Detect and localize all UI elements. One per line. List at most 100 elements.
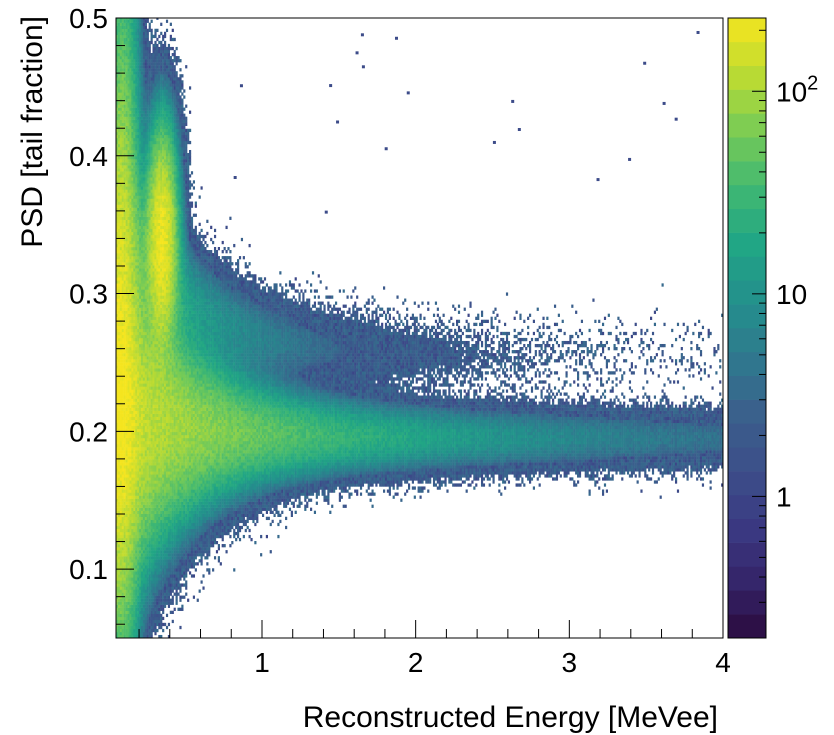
heatmap-cell <box>151 526 153 529</box>
heatmap-cell <box>156 241 158 244</box>
heatmap-cell <box>131 150 133 153</box>
heatmap-cell <box>137 259 139 262</box>
heatmap-cell <box>139 465 141 468</box>
heatmap-cell <box>156 496 158 499</box>
heatmap-cell <box>124 20 126 23</box>
heatmap-cell <box>126 59 128 62</box>
heatmap-cell <box>154 399 156 402</box>
heatmap-cell <box>137 541 139 544</box>
heatmap-cell <box>156 438 158 441</box>
heatmap-cell <box>135 171 137 174</box>
heatmap-cell <box>160 468 162 471</box>
heatmap-cell <box>129 586 131 589</box>
heatmap-cell <box>126 341 128 344</box>
heatmap-cell <box>153 417 155 420</box>
heatmap-cell <box>158 338 160 341</box>
heatmap-cell <box>135 350 137 353</box>
heatmap-cell <box>156 244 158 247</box>
heatmap-cell <box>156 580 158 583</box>
heatmap-cell <box>135 180 137 183</box>
heatmap-cell <box>158 305 160 308</box>
heatmap-cell <box>162 438 164 441</box>
heatmap-cell <box>143 402 145 405</box>
heatmap-cell <box>139 111 141 114</box>
heatmap-cell <box>153 314 155 317</box>
heatmap-cell <box>153 138 155 141</box>
heatmap-cell <box>118 292 120 295</box>
heatmap-cell <box>120 562 122 565</box>
heatmap-cell <box>141 447 143 450</box>
heatmap-cell <box>133 132 135 135</box>
heatmap-cell <box>126 26 128 29</box>
heatmap-cell <box>145 335 147 338</box>
heatmap-cell <box>126 329 128 332</box>
heatmap-cell <box>154 344 156 347</box>
heatmap-cell <box>153 180 155 183</box>
heatmap-cell <box>137 311 139 314</box>
heatmap-cell <box>143 299 145 302</box>
heatmap-cell <box>156 105 158 108</box>
heatmap-cell <box>120 302 122 305</box>
heatmap-cell <box>124 235 126 238</box>
heatmap-cell <box>147 414 149 417</box>
heatmap-cell <box>129 235 131 238</box>
heatmap-cell <box>143 450 145 453</box>
heatmap-cell <box>162 244 164 247</box>
heatmap-cell <box>129 590 131 593</box>
heatmap-cell <box>128 123 130 126</box>
heatmap-cell <box>141 477 143 480</box>
heatmap-cell <box>137 456 139 459</box>
heatmap-cell <box>139 389 141 392</box>
heatmap-cell <box>160 483 162 486</box>
heatmap-cell <box>135 80 137 83</box>
heatmap-cell <box>128 20 130 23</box>
heatmap-cell <box>133 553 135 556</box>
heatmap-cell <box>139 147 141 150</box>
heatmap-cell <box>118 135 120 138</box>
heatmap-cell <box>143 53 145 56</box>
heatmap-cell <box>156 444 158 447</box>
heatmap-cell <box>147 532 149 535</box>
heatmap-cell <box>154 586 156 589</box>
heatmap-cell <box>147 132 149 135</box>
heatmap-cell <box>133 50 135 53</box>
heatmap-cell <box>128 129 130 132</box>
heatmap-cell <box>141 238 143 241</box>
heatmap-cell <box>124 405 126 408</box>
heatmap-cell <box>126 289 128 292</box>
heatmap-cell <box>147 235 149 238</box>
heatmap-cell <box>149 68 151 71</box>
heatmap-cell <box>126 283 128 286</box>
heatmap-cell <box>151 417 153 420</box>
heatmap-cell <box>137 299 139 302</box>
heatmap-cell <box>131 62 133 65</box>
heatmap-cell <box>129 456 131 459</box>
heatmap-cell <box>128 111 130 114</box>
heatmap-cell <box>151 432 153 435</box>
heatmap-cell <box>145 144 147 147</box>
heatmap-cell <box>120 189 122 192</box>
heatmap-cell <box>133 617 135 620</box>
heatmap-cell <box>135 120 137 123</box>
heatmap-cell <box>131 314 133 317</box>
heatmap-cell <box>137 571 139 574</box>
heatmap-cell <box>153 226 155 229</box>
heatmap-cell <box>118 232 120 235</box>
heatmap-cell <box>145 626 147 629</box>
heatmap-cell <box>143 583 145 586</box>
heatmap-cell <box>153 629 155 632</box>
heatmap-cell <box>154 626 156 629</box>
heatmap-cell <box>160 186 162 189</box>
heatmap-cell <box>160 489 162 492</box>
heatmap-cell <box>153 483 155 486</box>
heatmap-cell <box>122 92 124 95</box>
heatmap-cell <box>129 35 131 38</box>
heatmap-cell <box>133 389 135 392</box>
heatmap-cell <box>147 80 149 83</box>
heatmap-cell <box>147 92 149 95</box>
heatmap-cell <box>128 405 130 408</box>
heatmap-cell <box>158 123 160 126</box>
heatmap-cell <box>137 59 139 62</box>
heatmap-cell <box>143 477 145 480</box>
heatmap-cell <box>133 308 135 311</box>
